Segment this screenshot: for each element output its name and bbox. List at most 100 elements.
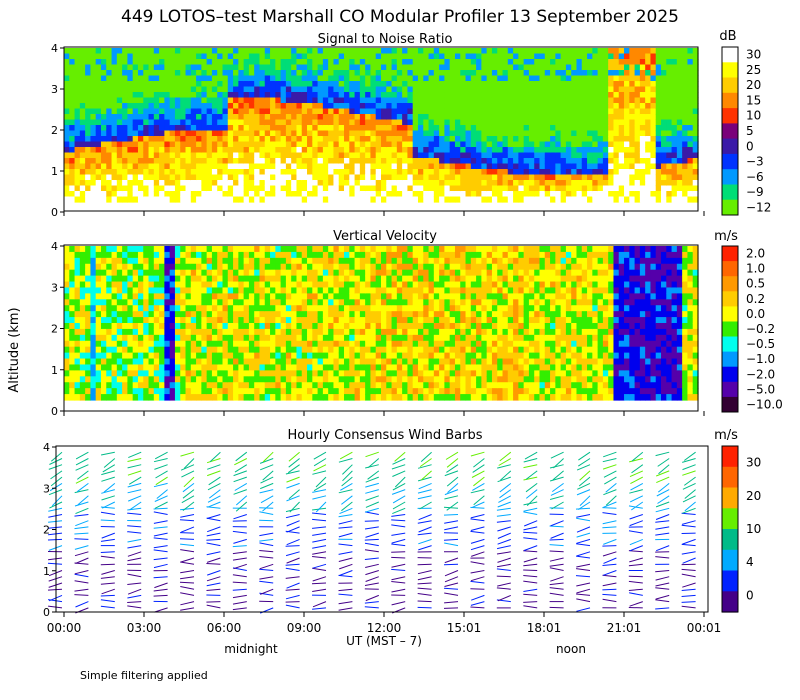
- snr-cell: [470, 130, 477, 137]
- snr-cell: [439, 92, 445, 99]
- snr-cell: [159, 158, 165, 165]
- snr-cell: [534, 163, 541, 170]
- snr-cell: [254, 191, 261, 198]
- vv-cell: [243, 388, 250, 395]
- vv-cell: [127, 305, 134, 312]
- vv-cell: [85, 334, 92, 342]
- snr-cell: [396, 136, 403, 143]
- snr-cell: [322, 169, 329, 176]
- snr-cell: [407, 147, 414, 154]
- snr-cell: [222, 130, 229, 137]
- snr-cell: [481, 125, 488, 132]
- snr-cell: [444, 92, 451, 99]
- snr-cell: [454, 196, 461, 203]
- vv-cell: [164, 376, 171, 383]
- vv-cell: [317, 293, 324, 300]
- snr-cell: [159, 81, 165, 88]
- vv-cell: [233, 388, 239, 395]
- snr-cell: [444, 174, 451, 181]
- snr-cell: [608, 196, 615, 203]
- snr-cell: [90, 114, 97, 121]
- snr-cell: [206, 174, 213, 181]
- snr-cell: [196, 174, 202, 181]
- snr-cell: [317, 70, 324, 77]
- snr-cell: [174, 180, 181, 187]
- vv-cell: [291, 287, 298, 294]
- vv-cell: [206, 358, 213, 366]
- vv-cell: [349, 376, 356, 383]
- snr-cell: [391, 163, 398, 170]
- vv-cell: [85, 376, 92, 383]
- vv-cell: [211, 328, 218, 336]
- snr-cell: [592, 81, 599, 88]
- snr-cell: [444, 136, 451, 143]
- snr-cell: [502, 64, 509, 71]
- snr-cell: [270, 147, 276, 154]
- snr-cell: [248, 97, 255, 104]
- snr-cell: [571, 59, 578, 66]
- snr-cell: [381, 81, 387, 88]
- snr-cell: [143, 53, 150, 60]
- snr-cell: [169, 147, 176, 154]
- snr-cell: [275, 136, 282, 143]
- snr-cell: [301, 191, 308, 198]
- snr-cell: [518, 59, 525, 66]
- vv-cell: [100, 358, 107, 366]
- snr-cell: [481, 141, 488, 148]
- snr-cell: [682, 114, 689, 121]
- snr-cell: [565, 174, 572, 181]
- snr-cell: [264, 75, 271, 82]
- vv-cell: [375, 328, 382, 336]
- snr-cell: [275, 70, 282, 77]
- vv-cell: [148, 293, 155, 300]
- vv-cell: [95, 388, 102, 395]
- snr-cell: [666, 191, 673, 198]
- snr-cell: [486, 152, 493, 159]
- vv-cell: [344, 287, 350, 294]
- vv-cell: [227, 263, 234, 271]
- vv-cell: [344, 394, 350, 401]
- snr-cell: [169, 97, 176, 104]
- vv-cell: [328, 317, 335, 324]
- snr-cell: [565, 64, 572, 71]
- snr-panel-title: Signal to Noise Ratio: [318, 32, 453, 47]
- snr-cell: [159, 174, 165, 181]
- vv-cell: [211, 293, 218, 300]
- snr-cell: [565, 191, 572, 198]
- vv-cell: [111, 246, 118, 253]
- snr-cell: [79, 174, 86, 181]
- vv-cell: [296, 352, 303, 360]
- vv-cell: [127, 257, 134, 265]
- snr-cell: [497, 81, 504, 88]
- vv-cell: [222, 317, 229, 324]
- vv-cell: [275, 370, 282, 377]
- vv-cell: [95, 370, 102, 377]
- vv-cell: [196, 293, 202, 300]
- vv-cell: [354, 269, 361, 277]
- vv-cell: [349, 334, 356, 342]
- snr-cell: [148, 169, 155, 176]
- snr-cell: [111, 59, 118, 66]
- vv-cell: [74, 293, 81, 300]
- vv-cell: [127, 281, 134, 289]
- snr-cell: [581, 53, 588, 60]
- vv-cell: [79, 352, 86, 360]
- snr-cell: [270, 185, 276, 192]
- snr-cell: [634, 81, 641, 88]
- snr-cell: [513, 81, 519, 88]
- snr-cell: [523, 158, 530, 165]
- snr-cell: [587, 169, 593, 176]
- snr-cell: [417, 185, 424, 192]
- snr-cell: [571, 191, 578, 198]
- vv-cell: [338, 394, 345, 401]
- vv-cell: [365, 340, 372, 348]
- vv-cell: [217, 275, 224, 283]
- vv-cell: [206, 246, 213, 253]
- snr-cell: [291, 86, 298, 93]
- snr-cell: [238, 48, 245, 55]
- snr-cell: [587, 130, 593, 137]
- vv-cell: [159, 334, 165, 342]
- snr-cell: [375, 97, 382, 104]
- snr-cell: [565, 119, 572, 126]
- snr-cell: [153, 119, 160, 126]
